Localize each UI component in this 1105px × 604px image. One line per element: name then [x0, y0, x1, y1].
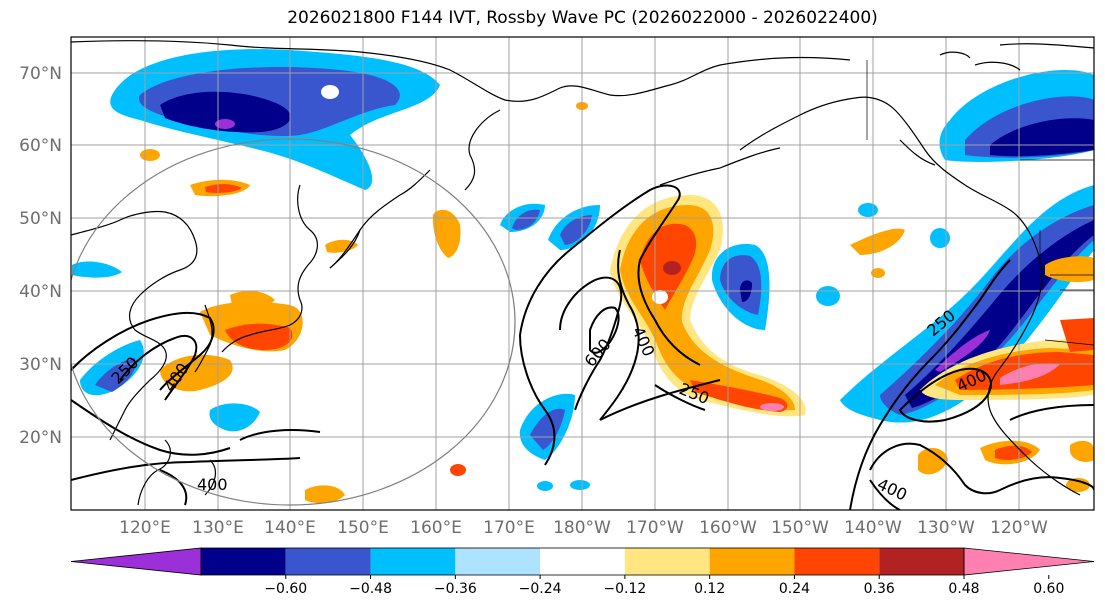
colorbar-swatch: [370, 548, 456, 575]
lon-label: 160°E: [410, 518, 462, 538]
colorbar-label: 0.48: [948, 581, 979, 597]
colorbar-label: 0.60: [1033, 581, 1064, 597]
region-circle: [71, 138, 516, 506]
latitude-labels: 70°N 60°N 50°N 40°N 30°N 20°N: [19, 64, 62, 448]
lat-label: 60°N: [19, 136, 62, 156]
colorbar-label: −0.36: [434, 581, 477, 597]
lat-label: 70°N: [19, 64, 62, 84]
colorbar-swatch: [540, 548, 625, 575]
lon-label: 140°E: [264, 518, 316, 538]
colorbar-swatch: [879, 548, 964, 575]
plot-border: [70, 36, 1095, 511]
lon-label: 160°W: [699, 518, 757, 538]
lon-label: 150°W: [771, 518, 829, 538]
lon-label: 130°W: [917, 518, 975, 538]
colorbar-swatch: [624, 548, 710, 575]
colorbar-swatch: [455, 548, 541, 575]
colorbar-label: −0.12: [603, 581, 646, 597]
colorbar-extend-high: [963, 547, 1095, 576]
lon-label: 180°W: [553, 518, 611, 538]
lon-label: 130°E: [192, 518, 244, 538]
lon-label: 120°W: [990, 518, 1048, 538]
lat-label: 30°N: [19, 355, 62, 375]
colorbar-swatch: [709, 548, 795, 575]
gridlines: [71, 37, 1094, 510]
colorbar-label: 0.24: [779, 581, 810, 597]
lat-label: 40°N: [19, 282, 62, 302]
contour-label: 400: [197, 475, 228, 494]
colorbar-label: 0.36: [864, 581, 895, 597]
lon-label: 140°W: [844, 518, 902, 538]
colorbar-swatch: [201, 548, 286, 575]
colorbar-label: −0.60: [264, 581, 307, 597]
lon-label: 170°E: [483, 518, 535, 538]
colorbar-extend-low: [70, 547, 202, 576]
colorbar-frame: [200, 547, 965, 576]
rossby-contours: [71, 184, 1094, 510]
colorbar-label: −0.24: [519, 581, 562, 597]
longitude-labels: 120°E 130°E 140°E 150°E 160°E 170°E 180°…: [119, 518, 1048, 538]
lat-label: 20°N: [19, 428, 62, 448]
borders: [866, 60, 1094, 346]
colorbar-swatch: [285, 548, 371, 575]
colorbar-label: −0.48: [349, 581, 392, 597]
lon-label: 120°E: [119, 518, 171, 538]
colorbar-label: 0.12: [694, 581, 725, 597]
lon-label: 170°W: [626, 518, 684, 538]
lat-label: 50°N: [19, 209, 62, 229]
colorbar-swatch: [794, 548, 880, 575]
lon-label: 150°E: [337, 518, 389, 538]
map-title: 2026021800 F144 IVT, Rossby Wave PC (202…: [287, 8, 878, 28]
ivt-shading: [72, 49, 1094, 504]
colorbar: −0.60 −0.48 −0.36 −0.24 −0.12 0.12 0.24 0.36 0.4…: [70, 547, 1095, 597]
